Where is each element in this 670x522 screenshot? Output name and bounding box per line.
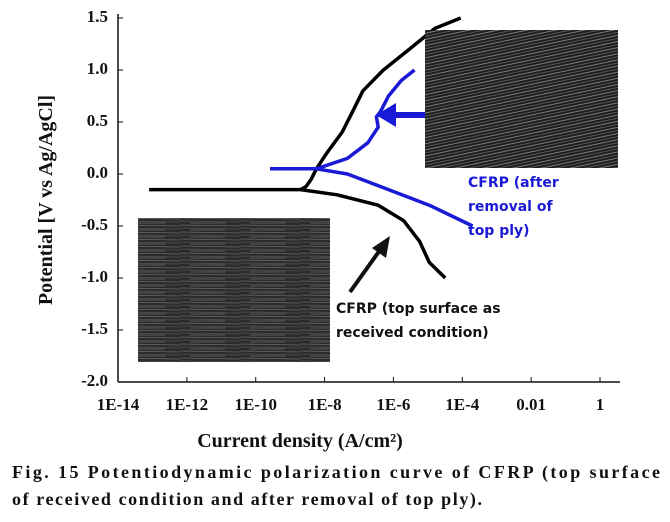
x-tick-label: 0.01 bbox=[516, 395, 546, 414]
caption: of received condition and after removal … bbox=[12, 489, 482, 510]
plot-area: -2.0 -1.5 -1.0 -0.5 0.0 0.5 1.0 1.5 1E-14 1E-12 1E… bbox=[81, 7, 620, 414]
x-tick-label: 1 bbox=[596, 395, 605, 414]
y-tick-label: 1.0 bbox=[87, 59, 108, 78]
y-tick-label: -0.5 bbox=[81, 215, 108, 234]
x-tick-label: 1E-12 bbox=[166, 395, 209, 414]
x-axis-label: Current density (A/cm²) bbox=[197, 430, 403, 452]
y-tick-label: 1.5 bbox=[87, 7, 108, 26]
x-tick-label: 1E-8 bbox=[308, 395, 342, 414]
x-tick-label: 1E-6 bbox=[376, 395, 410, 414]
x-tick-label: 1E-10 bbox=[234, 395, 277, 414]
micrograph bbox=[425, 30, 618, 168]
annotation: top ply) bbox=[468, 223, 530, 239]
x-tick-label: 1E-14 bbox=[97, 395, 140, 414]
arrow-head bbox=[376, 103, 396, 127]
series-line bbox=[149, 16, 462, 280]
caption: Fig. 15 Potentiodynamic polarization cur… bbox=[12, 462, 660, 483]
y-tick-label: 0.5 bbox=[87, 111, 108, 130]
annotation: CFRP (top surface as bbox=[336, 301, 501, 317]
series-line bbox=[270, 68, 474, 228]
y-axis-label: Potential [V vs Ag/AgCl] bbox=[35, 95, 57, 305]
y-tick-label: 0.0 bbox=[87, 163, 108, 182]
y-tick-label: -1.0 bbox=[81, 267, 108, 286]
arrow-head bbox=[372, 236, 390, 258]
arrow bbox=[348, 248, 382, 294]
annotation: received condition) bbox=[336, 325, 489, 341]
micrograph bbox=[138, 218, 330, 362]
y-tick-label: -2.0 bbox=[81, 371, 108, 390]
annotation: removal of bbox=[468, 199, 553, 215]
annotation: CFRP (after bbox=[468, 175, 559, 191]
y-tick-label: -1.5 bbox=[81, 319, 108, 338]
x-tick-label: 1E-4 bbox=[445, 395, 480, 414]
